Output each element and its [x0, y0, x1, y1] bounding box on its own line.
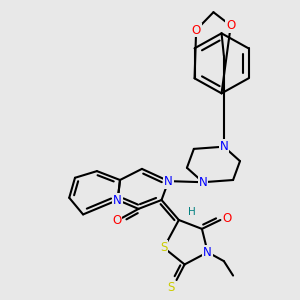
Text: N: N: [164, 175, 173, 188]
Text: S: S: [160, 241, 167, 254]
Text: O: O: [191, 23, 201, 37]
Text: H: H: [188, 207, 195, 217]
Text: O: O: [226, 19, 236, 32]
Text: N: N: [113, 194, 122, 206]
Text: O: O: [223, 212, 232, 225]
Text: N: N: [203, 246, 212, 259]
Text: S: S: [167, 281, 175, 294]
Text: N: N: [220, 140, 228, 153]
Text: N: N: [199, 176, 208, 189]
Text: O: O: [112, 214, 121, 226]
